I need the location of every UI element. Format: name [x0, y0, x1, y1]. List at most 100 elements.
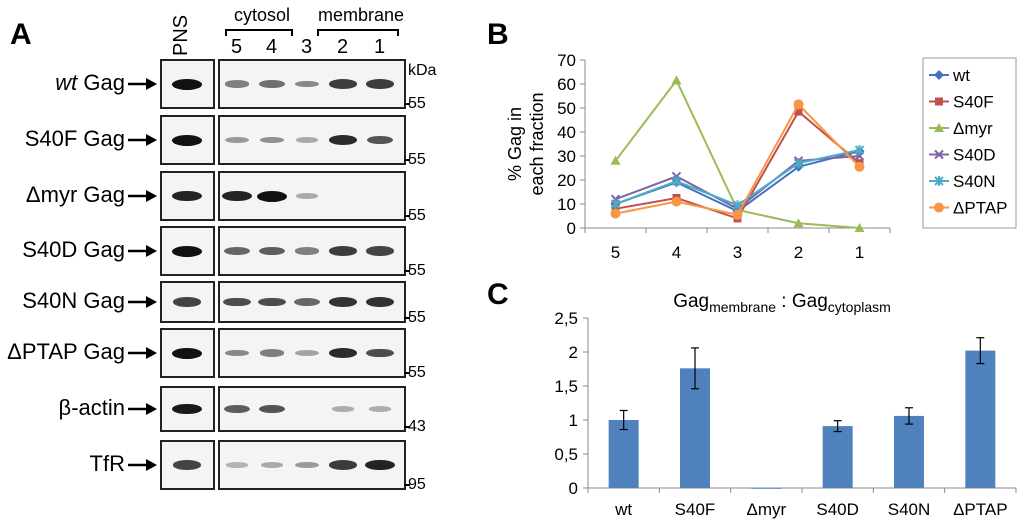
data-point	[854, 161, 865, 172]
cytosol-label: cytosol	[234, 5, 291, 25]
series-group	[610, 99, 865, 220]
protein-band	[295, 461, 319, 469]
panel-letter-a: A	[10, 18, 32, 51]
data-point	[610, 199, 621, 209]
protein-band	[294, 247, 320, 255]
protein-name: TfR	[89, 451, 125, 476]
series-group	[610, 145, 865, 211]
pns-blot-box	[160, 281, 215, 323]
error-bar	[691, 347, 699, 390]
bar	[822, 426, 853, 488]
bar	[608, 420, 639, 488]
mw-marker: 55	[408, 262, 426, 279]
protein-name: ΔPTAP	[7, 339, 78, 364]
protein-band	[224, 349, 250, 357]
mw-marker: 55	[408, 151, 426, 168]
protein-band	[225, 136, 249, 144]
x-tick-label: S40N	[888, 500, 931, 519]
protein-band	[223, 404, 251, 414]
x-tick-label: S40D	[816, 500, 859, 519]
legend-marker	[934, 70, 944, 80]
protein-band	[225, 462, 249, 468]
protein-band	[224, 247, 250, 255]
protein-band	[294, 298, 320, 306]
protein-suffix: Gag	[83, 70, 125, 95]
x-tick-label: 4	[672, 243, 681, 262]
protein-band	[172, 134, 202, 146]
protein-band	[223, 297, 251, 307]
legend-label: S40N	[953, 172, 996, 191]
pns-blot-box	[160, 59, 215, 109]
data-point	[671, 176, 682, 187]
chart-title: Gagmembrane : Gagcytoplasm	[673, 291, 891, 315]
legend-label: S40F	[953, 93, 994, 112]
protein-band	[366, 246, 394, 256]
mw-tick	[404, 270, 410, 272]
blot-row-label: TfR	[90, 451, 125, 477]
protein-band	[173, 297, 201, 307]
legend-marker	[935, 97, 943, 106]
membrane-bracket	[317, 29, 399, 36]
x-tick-label: 1	[855, 243, 864, 262]
x-tick-label: wt	[614, 500, 632, 519]
kda-label: kDa	[408, 62, 437, 79]
blot-row-label: β-actin	[59, 395, 125, 421]
legend-box	[922, 57, 1017, 229]
lane-label: 2	[337, 36, 349, 58]
protein-band	[172, 347, 202, 359]
blot-row-label: S40F Gag	[25, 126, 125, 152]
protein-suffix: Gag	[83, 339, 125, 364]
legend-marker	[934, 202, 944, 213]
protein-band	[172, 403, 202, 415]
lane-label: 1	[374, 36, 386, 58]
panel-letter-b: B	[487, 18, 509, 51]
legend-label: wt	[952, 66, 970, 85]
y-tick-label: 0	[569, 479, 578, 498]
panel-letter-c: C	[487, 278, 509, 311]
pns-blot-box	[160, 171, 215, 221]
legend-label: ΔPTAP	[953, 199, 1008, 218]
protein-band	[331, 406, 355, 412]
mw-marker: 95	[408, 476, 426, 493]
fraction-blot-box	[218, 226, 406, 276]
arrow-icon	[128, 294, 158, 310]
x-tick-label: 3	[733, 243, 742, 262]
protein-band	[224, 80, 250, 88]
y-tick-label: 2,5	[554, 309, 578, 328]
fraction-blot-box	[218, 328, 406, 378]
fraction-brackets	[225, 29, 399, 36]
x-tick-label: Δmyr	[746, 500, 786, 519]
title-sub-cytoplasm: cytoplasm	[828, 299, 891, 315]
protein-name: S40N	[22, 288, 78, 313]
protein-band	[259, 80, 285, 88]
y-tick-label: 0,5	[554, 445, 578, 464]
arrow-icon	[128, 188, 158, 204]
fraction-blot-box	[218, 171, 406, 221]
protein-suffix: Gag	[83, 182, 125, 207]
pns-blot-box	[160, 328, 215, 378]
protein-band	[257, 190, 287, 202]
protein-band	[295, 137, 319, 143]
protein-band	[222, 190, 252, 202]
mw-tick	[404, 372, 410, 374]
data-point	[671, 196, 682, 207]
bar	[751, 488, 782, 489]
y-tick-label: 0	[567, 219, 576, 238]
error-bar	[905, 407, 913, 425]
title-sub-membrane: membrane	[709, 299, 776, 315]
protein-band	[329, 460, 357, 470]
protein-band	[295, 350, 319, 356]
mw-tick	[404, 103, 410, 105]
pns-blot-box	[160, 226, 215, 276]
y-tick-label: 70	[557, 51, 576, 70]
data-point	[793, 99, 804, 110]
data-point	[610, 208, 621, 219]
mw-marker: 55	[408, 95, 426, 112]
y-tick-label: 1	[569, 411, 578, 430]
arrow-icon	[128, 345, 158, 361]
y-tick-label: 40	[557, 123, 576, 142]
protein-name: Δmyr	[25, 182, 78, 207]
mw-marker: 43	[408, 418, 426, 435]
legend-item: S40D	[929, 146, 996, 165]
protein-band	[366, 135, 394, 145]
